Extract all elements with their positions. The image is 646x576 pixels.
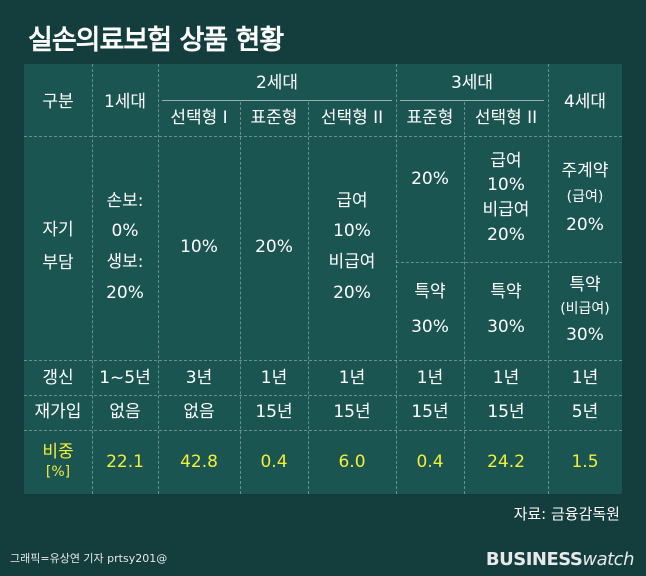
header-category: 구분 [42,91,74,112]
graphic-credit: 그래픽=유상연 기자 prtsy201@ [10,552,168,565]
copay-gen1: 손보: 0% 생보: 20% [106,190,144,303]
renewal-gen3-select2: 1년 [492,367,520,388]
header-gen1: 1세대 [103,91,147,112]
rejoin-gen4: 5년 [571,401,599,422]
rejoin-gen2-standard: 15년 [255,401,293,422]
subheader-gen2-standard: 표준형 [250,107,298,128]
copay-subdivider [396,262,622,263]
column-divider [548,64,549,494]
renewal-gen2-select1: 3년 [185,367,213,388]
renewal-gen4: 1년 [571,367,599,388]
column-divider [92,64,93,494]
table-panel: 구분 1세대 2세대 3세대 4세대 선택형 I 표준형 선택형 II 표준형 … [24,64,622,494]
column-divider [464,102,465,494]
share-gen4: 1.5 [571,451,599,472]
column-divider [158,64,159,494]
subheader-gen2-select2: 선택형 II [320,107,384,128]
copay-gen2-standard: 20% [255,236,293,257]
header-gen3: 3세대 [450,72,494,93]
row-label-share: 비중 [%] [42,442,74,481]
subheader-gen2-select1: 선택형 I [170,107,228,128]
page-title: 실손의료보험 상품 현황 [28,25,284,56]
share-gen3-select2: 24.2 [487,451,525,472]
row-label-rejoin: 재가입 [34,401,82,422]
copay-gen4-bottom: 특약 (비급여) 30% [560,274,610,345]
subheader-gen3-select2: 선택형 II [474,107,538,128]
row-label-renewal: 갱신 [42,367,74,388]
copay-gen3-standard-bottom: 특약 30% [411,282,449,337]
column-divider [308,102,309,494]
row-divider [24,136,622,137]
copay-gen3-standard-top: 20% [411,168,449,189]
header-underline-gen2 [162,100,392,101]
copay-gen4-top: 주계약 (급여) 20% [561,160,609,235]
rejoin-gen1: 없음 [109,401,141,422]
row-divider [24,360,622,361]
renewal-gen3-standard: 1년 [416,367,444,388]
copay-gen3-select2-top: 급여 10% 비급여 20% [482,150,530,245]
subheader-gen3-standard: 표준형 [406,107,454,128]
column-divider [396,64,397,494]
renewal-gen2-standard: 1년 [260,367,288,388]
header-underline-gen3 [400,100,544,101]
renewal-gen1: 1~5년 [99,367,151,388]
copay-gen2-select2: 급여 10% 비급여 20% [328,190,376,303]
brand-logo: BUSINESSwatch [485,549,635,570]
row-label-copay: 자기 부담 [42,220,74,273]
share-gen3-standard: 0.4 [416,451,444,472]
renewal-gen2-select2: 1년 [338,367,366,388]
rejoin-gen2-select1: 없음 [183,401,215,422]
share-gen1: 22.1 [106,451,144,472]
header-gen4: 4세대 [563,91,607,112]
copay-gen3-select2-bottom: 특약 30% [487,282,525,337]
row-divider [24,395,622,396]
rejoin-gen2-select2: 15년 [333,401,371,422]
row-divider [24,430,622,431]
source-note: 자료: 금융감독원 [513,505,620,523]
share-gen2-select2: 6.0 [338,451,366,472]
share-gen2-standard: 0.4 [260,451,288,472]
logo-watch: watch [582,549,634,570]
copay-gen2-select1: 10% [180,236,218,257]
column-divider [240,102,241,494]
share-gen2-select1: 42.8 [180,451,218,472]
rejoin-gen3-select2: 15년 [487,401,525,422]
header-gen2: 2세대 [255,72,299,93]
rejoin-gen3-standard: 15년 [411,401,449,422]
logo-business: BUSINESS [485,549,583,570]
